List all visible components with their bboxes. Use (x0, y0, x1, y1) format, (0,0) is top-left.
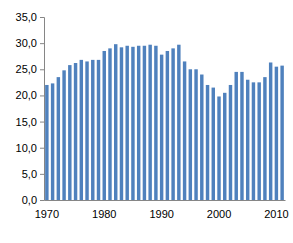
x-tick-label: 1970 (35, 208, 59, 220)
x-tick: 2000 (207, 200, 231, 220)
bar (246, 80, 249, 200)
bar (257, 82, 260, 200)
bar (212, 88, 215, 200)
y-tick: 0,0 (22, 194, 44, 206)
y-axis-line (40, 18, 45, 201)
y-tick-mark (40, 200, 44, 201)
bar (252, 82, 255, 200)
y-tick-label: 0,0 (22, 194, 37, 206)
bar (103, 51, 106, 200)
y-tick-label: 35,0 (16, 11, 37, 23)
x-tick-label: 2000 (207, 208, 231, 220)
y-tick-mark (40, 122, 44, 123)
y-tick: 30,0 (16, 37, 44, 49)
bar (45, 85, 48, 200)
bar (80, 60, 83, 200)
bar (125, 46, 128, 200)
chart-container: 0,05,010,015,020,025,030,035,01970198019… (0, 0, 293, 243)
bar (183, 61, 186, 200)
x-tick: 1990 (149, 200, 173, 220)
y-tick-label: 20,0 (16, 89, 37, 101)
bar (206, 85, 209, 200)
bar (51, 83, 54, 200)
bar (120, 47, 123, 200)
x-tick: 1970 (35, 200, 59, 220)
bar (137, 46, 140, 200)
y-tick-label: 15,0 (16, 116, 37, 128)
y-axis: 0,0 5,0 10,0 15,0 20,0 25,0 30,0 35,0 (16, 11, 45, 206)
x-tick-label: 1990 (149, 208, 173, 220)
bar (263, 77, 266, 200)
chart-svg: 0,05,010,015,020,025,030,035,01970198019… (0, 0, 293, 243)
bar (240, 72, 243, 200)
bar (194, 69, 197, 200)
bar (108, 48, 111, 200)
y-tick-label: 10,0 (16, 142, 37, 154)
bar (171, 48, 174, 200)
bar (114, 44, 117, 200)
bar (269, 62, 272, 200)
bar (217, 96, 220, 200)
bar (74, 63, 77, 200)
bar (200, 75, 203, 200)
bar (62, 70, 65, 200)
bar (235, 72, 238, 200)
bars (45, 44, 284, 200)
bar (275, 67, 278, 200)
x-axis: 1970 1980 1990 2000 2010 (35, 200, 289, 220)
bar (91, 60, 94, 200)
y-tick-mark (40, 174, 44, 175)
bar (160, 55, 163, 200)
x-tick: 2010 (264, 200, 288, 220)
bar (148, 45, 151, 200)
bar (143, 46, 146, 200)
y-tick-mark (40, 69, 44, 70)
y-tick: 25,0 (16, 63, 44, 75)
y-tick: 10,0 (16, 142, 44, 154)
y-tick-label: 5,0 (22, 168, 37, 180)
bar (131, 47, 134, 200)
y-tick-label: 25,0 (16, 63, 37, 75)
bar (189, 69, 192, 200)
x-tick-label: 2010 (264, 208, 288, 220)
bar (229, 85, 232, 200)
y-tick: 5,0 (22, 168, 44, 180)
bar (280, 66, 283, 200)
y-tick: 35,0 (16, 11, 44, 23)
y-tick-mark (40, 17, 44, 18)
y-tick: 20,0 (16, 89, 44, 101)
bar (68, 65, 71, 200)
plot-area: 0,05,010,015,020,025,030,035,01970198019… (16, 11, 289, 220)
y-tick-mark (40, 95, 44, 96)
y-tick-mark (40, 148, 44, 149)
x-tick: 1980 (92, 200, 116, 220)
x-tick-label: 1980 (92, 208, 116, 220)
bar (85, 61, 88, 200)
bar (166, 51, 169, 200)
bar (177, 45, 180, 200)
bar (223, 93, 226, 200)
x-axis-line (45, 200, 286, 201)
y-tick-label: 30,0 (16, 37, 37, 49)
bar (154, 46, 157, 200)
bar (97, 60, 100, 200)
y-tick-mark (40, 43, 44, 44)
y-tick: 15,0 (16, 116, 44, 128)
bar (57, 77, 60, 200)
